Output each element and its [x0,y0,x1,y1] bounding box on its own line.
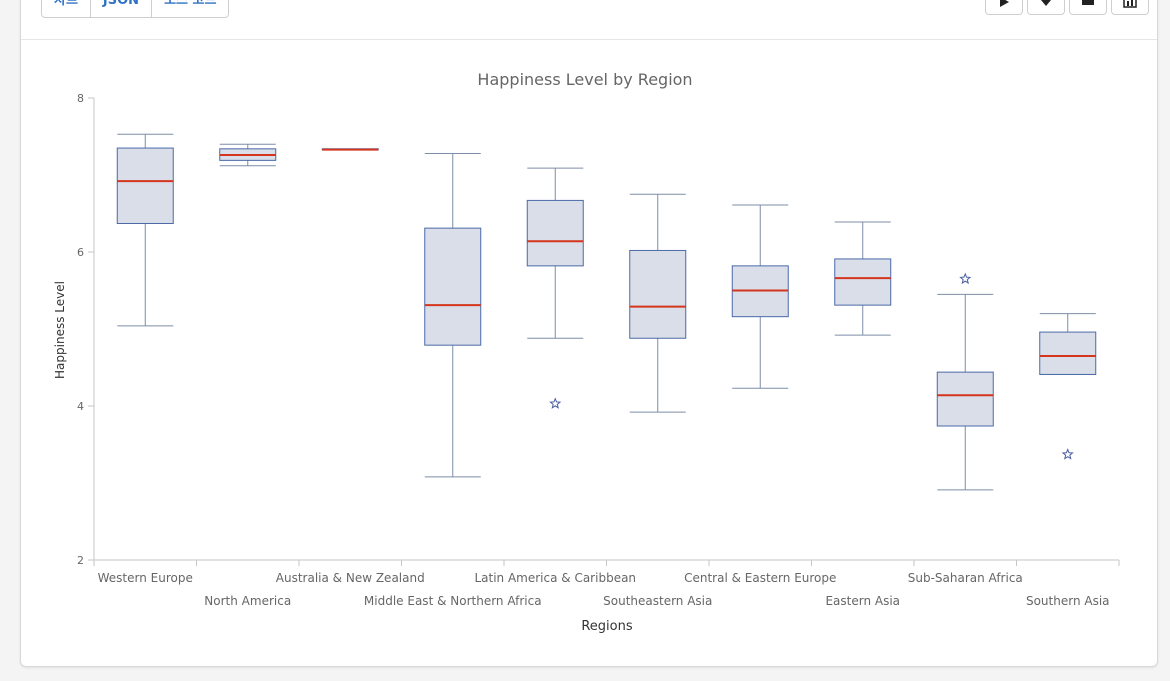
box-group[interactable] [936,272,994,491]
x-tick-label: North America [204,594,291,608]
box-group[interactable] [116,133,174,327]
download-button[interactable] [1027,0,1065,15]
box-iqr [116,147,174,225]
download-icon [1041,0,1051,6]
box-iqr [834,258,892,306]
toolbar: 차트 JSON 소스 코드 [21,0,1157,40]
x-ticks: Western Europe North America Australia & N… [93,560,1120,608]
outlier-point[interactable] [959,272,972,285]
box-iqr [526,199,584,267]
box-group[interactable] [526,167,584,409]
chart-title: Happiness Level by Region [477,70,692,89]
y-axis-title: Happiness Level [53,281,67,379]
x-tick-label: Western Europe [98,571,193,585]
y-ticks: 2 4 6 8 [77,92,94,567]
tab-json[interactable]: JSON [90,0,153,18]
print-button[interactable] [1069,0,1107,15]
box-group[interactable] [424,152,482,478]
box-group[interactable] [731,204,789,389]
box-group[interactable] [219,143,277,167]
x-tick-label: Southern Asia [1026,594,1110,608]
y-tick-label: 6 [77,246,84,259]
play-button[interactable] [985,0,1023,15]
toolbar-actions [985,0,1149,15]
boxes [116,133,1097,491]
data-table-icon [1123,0,1137,8]
tab-source-code[interactable]: 소스 코드 [152,0,230,18]
box-iqr [936,371,994,427]
outlier-point[interactable] [549,397,562,409]
x-tick-label: Sub-Saharan Africa [908,571,1023,585]
play-icon [1000,0,1009,7]
x-tick-label: Middle East & Northern Africa [364,594,542,608]
y-tick-label: 2 [77,554,84,567]
x-tick-label: Latin America & Caribbean [474,571,636,585]
box-iqr [629,249,687,339]
box-group[interactable] [834,221,892,336]
x-tick-label: Central & Eastern Europe [684,571,836,585]
tab-chart[interactable]: 차트 [41,0,91,18]
print-icon [1082,0,1094,5]
data-table-button[interactable] [1111,0,1149,15]
box-group[interactable] [321,148,379,151]
box-iqr [1039,331,1097,375]
x-tick-label: Southeastern Asia [603,594,712,608]
box-group[interactable] [629,193,687,413]
x-tick-label: Eastern Asia [825,594,900,608]
box-iqr [424,227,482,346]
y-tick-label: 4 [77,400,84,413]
outlier-point[interactable] [1061,448,1074,460]
x-tick-label: Australia & New Zealand [276,571,425,585]
box-group[interactable] [1039,313,1097,460]
view-tabs: 차트 JSON 소스 코드 [41,0,230,18]
x-axis-title: Regions [581,619,633,634]
y-tick-label: 8 [77,92,84,105]
chart-panel: 차트 JSON 소스 코드 [20,0,1158,667]
